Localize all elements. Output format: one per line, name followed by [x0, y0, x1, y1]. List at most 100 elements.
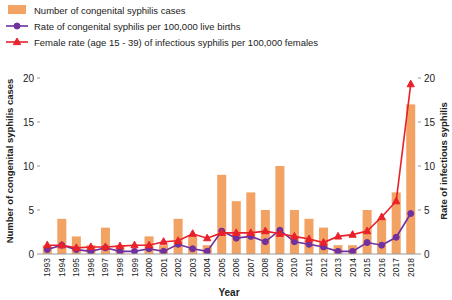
marker [262, 239, 268, 245]
y2-tick-label: 5 [424, 205, 430, 216]
legend-label: Number of congenital syphilis cases [34, 5, 186, 16]
bar [188, 236, 197, 254]
bar [246, 192, 255, 254]
bar [304, 219, 313, 254]
x-tick-label: 2015 [362, 258, 372, 277]
x-tick-label: 1996 [86, 258, 96, 277]
x-tick-label: 1997 [100, 258, 110, 277]
y2-tick [418, 122, 421, 123]
y2-tick-label: 10 [424, 161, 436, 172]
marker [350, 248, 356, 254]
y-tick-label: 5 [28, 205, 34, 216]
marker [132, 248, 138, 254]
y-tick [37, 210, 40, 211]
y2-tick-label: 20 [424, 73, 436, 84]
marker [131, 241, 138, 248]
x-tick-label: 2018 [406, 258, 416, 277]
marker [204, 248, 210, 254]
marker [408, 211, 414, 217]
y2-tick-label: 15 [424, 117, 436, 128]
x-tick-label: 1998 [115, 258, 125, 277]
legend-marker [13, 38, 20, 45]
marker [378, 213, 385, 220]
x-tick-label: 2009 [275, 258, 285, 277]
marker [190, 246, 196, 252]
bar [57, 219, 66, 254]
x-tick-label: 1993 [42, 258, 52, 277]
marker [175, 237, 182, 244]
bar [377, 219, 386, 254]
y-tick [37, 166, 40, 167]
legend-marker [14, 23, 20, 29]
marker [364, 227, 371, 234]
marker [379, 242, 385, 248]
bar [174, 219, 183, 254]
x-tick-label: 1994 [57, 258, 67, 277]
marker [145, 241, 152, 248]
marker [58, 241, 65, 248]
marker [218, 229, 225, 236]
marker [291, 239, 297, 245]
marker [335, 248, 341, 254]
marker [59, 242, 65, 248]
x-tick-label: 1995 [71, 258, 81, 277]
x-axis-line [40, 254, 418, 255]
marker [364, 240, 370, 246]
plot-area [43, 80, 415, 254]
x-tick-label: 2014 [348, 258, 358, 277]
marker [291, 232, 298, 239]
marker [117, 248, 123, 254]
y-tick [37, 254, 40, 255]
x-tick-label: 2000 [144, 258, 154, 277]
legend-label: Female rate (age 15 - 39) of infectious … [34, 37, 318, 48]
bar [101, 228, 110, 254]
marker [233, 235, 239, 241]
marker [87, 243, 94, 250]
bar [217, 175, 226, 254]
x-tick-label: 2004 [202, 258, 212, 277]
x-tick-label: 2008 [260, 258, 270, 277]
legend-label: Rate of congenital syphilis per 100,000 … [34, 21, 241, 32]
marker [262, 227, 269, 234]
marker [116, 242, 123, 249]
x-tick-label: 2002 [173, 258, 183, 277]
bar [363, 210, 372, 254]
bar [232, 201, 241, 254]
marker [102, 243, 109, 250]
marker [161, 248, 167, 254]
marker [276, 230, 283, 237]
chart: 0 5 10 15 20 0 5 10 15 20 Number of congenital syp… [0, 0, 452, 300]
marker [204, 234, 211, 241]
x-tick-label: 2013 [333, 258, 343, 277]
y2-tick [418, 78, 421, 79]
legend: Number of congenital syphilis cases Rate … [6, 5, 318, 48]
y-tick-label: 15 [23, 117, 35, 128]
line [47, 84, 410, 248]
marker [393, 234, 399, 240]
y-tick-label: 10 [23, 161, 35, 172]
x-tick-label: 2017 [391, 258, 401, 277]
x-tick-label: 2003 [188, 258, 198, 277]
marker [73, 244, 80, 251]
x-tick-label: 2006 [231, 258, 241, 277]
x-tick-label: 2016 [377, 258, 387, 277]
y-tick-label: 20 [23, 73, 35, 84]
bar [261, 210, 270, 254]
marker [247, 229, 254, 236]
y2-tick [418, 166, 421, 167]
x-tick-label: 2012 [319, 258, 329, 277]
y2-tick-label: 0 [424, 249, 430, 260]
marker [160, 238, 167, 245]
marker [349, 231, 356, 238]
marker [305, 235, 312, 242]
marker [393, 197, 400, 204]
x-tick-label: 2010 [289, 258, 299, 277]
marker [189, 230, 196, 237]
marker [320, 239, 327, 246]
x-tick-label: 2011 [304, 258, 314, 277]
bar [392, 192, 401, 254]
y-tick-label: 0 [28, 249, 34, 260]
marker [407, 80, 414, 87]
bar [275, 166, 284, 254]
marker [44, 241, 51, 248]
